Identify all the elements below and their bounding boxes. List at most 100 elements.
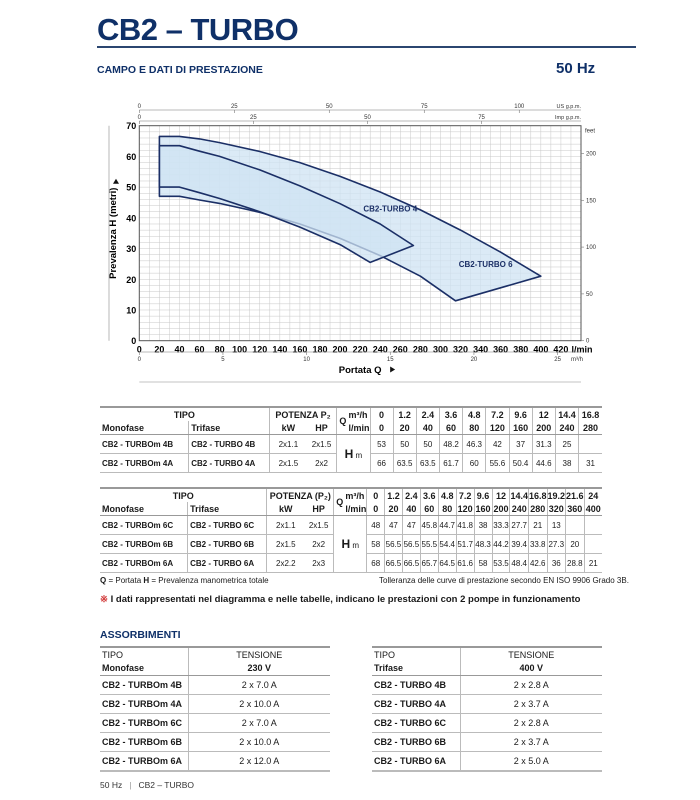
imp_gpm-unit-label: Imp g.p.m. <box>555 115 581 121</box>
arrow-right-icon <box>390 366 396 373</box>
head-value: 65.7 <box>419 553 439 573</box>
model-name: CB2 - TURBO 6C <box>372 713 461 733</box>
head-value: 45.8 <box>419 515 439 535</box>
voltage-header: TENSIONE <box>460 646 602 661</box>
feet-tick-label: 50 <box>586 292 593 298</box>
current-value: 2 x 7.0 A <box>188 713 330 733</box>
footer-product: CB2 – TURBO <box>138 780 195 790</box>
tipo-header: TIPO <box>372 646 461 661</box>
table-row: CB2 - TURBO 4A 2 x 3.7 A <box>372 694 602 714</box>
table-row: CB2 - TURBOm 6A CB2 - TURBO 6A 2x2.2 2x3 68 6… <box>100 553 602 573</box>
x-tick-label: 380 <box>513 345 528 355</box>
q-lmin-value: 360 <box>565 502 585 516</box>
q-lmin-value: 40 <box>415 421 440 435</box>
x-tick-label: 40 <box>174 345 184 355</box>
q-lmin-value: 80 <box>437 502 457 516</box>
us_gpm-tick-label: 0 <box>138 104 142 110</box>
q-lmin-value: 60 <box>419 502 439 516</box>
q-lmin-value: 80 <box>462 421 486 435</box>
head-value: 33.8 <box>527 534 547 554</box>
q-m3h-value: 24 <box>583 487 602 502</box>
q-m3h-value: 14.4 <box>554 406 579 421</box>
model-name: CB2 - TURBOm 6A <box>100 751 189 772</box>
h-symbol: H <box>341 537 351 551</box>
head-label: H m <box>336 434 371 473</box>
head-value: 54.4 <box>437 534 457 554</box>
imp_gpm-tick-label: 0 <box>138 115 142 121</box>
model-name: CB2 - TURBO 4B <box>372 675 461 695</box>
q-lmin-value: 0 <box>369 421 394 435</box>
head-value: 64.5 <box>437 553 457 573</box>
m3h-tick-label: 0 <box>138 357 142 363</box>
page-footer: 50 Hz | CB2 – TURBO <box>100 780 194 790</box>
q-label: Q <box>336 406 349 435</box>
current-value: 2 x 5.0 A <box>460 751 602 772</box>
phase-header: Monofase <box>100 661 189 676</box>
plot-frame <box>138 125 582 342</box>
q-lmin-value: 120 <box>455 502 475 516</box>
q-m3h-value: 9.6 <box>508 406 533 421</box>
head-value: 36 <box>546 553 566 573</box>
trifase-header: Trifase <box>188 421 270 435</box>
q-m3h-value: 1.2 <box>392 406 417 421</box>
head-value: 21 <box>583 553 602 573</box>
series-label: CB2-TURBO 4 <box>363 205 417 214</box>
tolerance-note: Tolleranza delle curve di prestazione se… <box>379 576 629 585</box>
model-name: CB2 - TURBOm 4B <box>100 675 189 695</box>
table-row: CB2 - TURBOm 6C CB2 - TURBO 6C 2x1.1 2x1.5 H… <box>100 515 602 573</box>
head-value: 48 <box>366 515 385 535</box>
head-value: 53.5 <box>491 553 510 573</box>
head-value: 58 <box>473 553 493 573</box>
x-tick-label: 60 <box>195 345 205 355</box>
q-m3h-value: 19.2 <box>546 487 566 502</box>
head-value: 48.2 <box>438 434 463 454</box>
tipo-header: TIPO <box>100 646 189 661</box>
q-symbol: Q <box>100 576 107 585</box>
head-value: 21 <box>527 515 547 535</box>
head-value: 37 <box>508 434 533 454</box>
head-value: 28.8 <box>565 553 585 573</box>
q-m3h-value: 0 <box>366 487 385 502</box>
q-lmin-value: 40 <box>401 502 421 516</box>
feet-unit-label: feet <box>585 129 595 135</box>
q-m3h-value: 3.6 <box>419 487 439 502</box>
model-name: CB2 - TURBO 6B <box>372 732 461 752</box>
q-lmin-value: 20 <box>392 421 417 435</box>
q-m3h-value: 7.2 <box>455 487 475 502</box>
model-single-phase: CB2 - TURBOm 6C <box>100 515 188 535</box>
x-tick-label: 260 <box>393 345 408 355</box>
y-tick-label: 60 <box>126 152 136 162</box>
head-value: 38 <box>473 515 493 535</box>
m3h-unit-label: m³/h <box>571 357 583 363</box>
table-row: CB2 - TURBO 4B 2 x 2.8 A <box>372 675 602 695</box>
q-meaning: = Portata <box>106 576 144 585</box>
tipo-header: TIPO <box>100 487 267 502</box>
power-kw: 2x2.2 <box>266 553 305 573</box>
head-value: 63.5 <box>415 453 440 473</box>
model-single-phase: CB2 - TURBOm 4B <box>100 434 189 454</box>
table-row: CB2 - TURBOm 4A 2 x 10.0 A <box>100 694 330 714</box>
power-hp: 2x3 <box>304 553 334 573</box>
x-tick-label: 0 <box>137 345 142 355</box>
model-name: CB2 - TURBO 6A <box>372 751 461 772</box>
q-m3h-value: 7.2 <box>485 406 509 421</box>
monofase-header: Monofase <box>100 502 188 516</box>
imp_gpm-tick-label: 75 <box>478 115 485 121</box>
q-lmin-value: 120 <box>485 421 509 435</box>
kw-header: kW <box>268 421 307 435</box>
q-m3h-value: 21.6 <box>565 487 585 502</box>
section-title: CAMPO E DATI DI PRESTAZIONE <box>97 64 263 76</box>
q-m3h-value: 14.4 <box>509 487 529 502</box>
h-unit: m <box>352 541 360 550</box>
q-lmin-value: 60 <box>438 421 463 435</box>
trifase-header: Trifase <box>187 502 267 516</box>
q-lmin-value: 280 <box>527 502 547 516</box>
footer-frequency: 50 Hz <box>100 780 123 790</box>
unit-lmin: l/min <box>345 502 367 516</box>
q-lmin-value: 200 <box>531 421 556 435</box>
absorption-title: ASSORBIMENTI <box>100 629 181 641</box>
imp_gpm-tick-label: 50 <box>364 115 371 121</box>
head-value: 66.5 <box>401 553 421 573</box>
title-divider <box>97 46 636 48</box>
